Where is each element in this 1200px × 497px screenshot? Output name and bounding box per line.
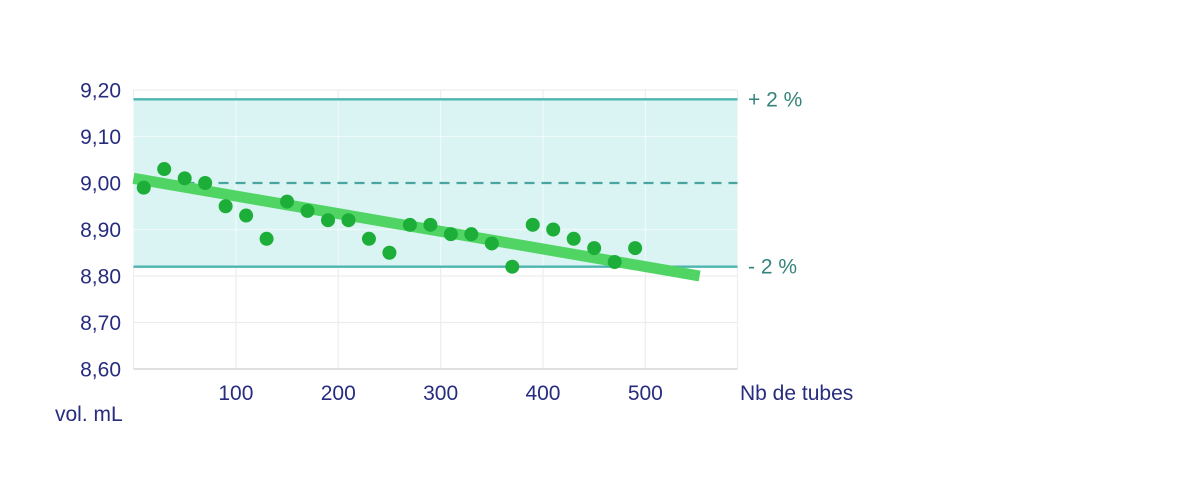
data-point: [443, 227, 458, 242]
band-low-label: - 2 %: [748, 256, 797, 279]
y-tick-label: 9,20: [80, 80, 121, 103]
y-tick-label: 8,80: [80, 266, 121, 289]
data-point: [259, 231, 274, 246]
data-point: [218, 199, 233, 214]
trend-line-layer: [132, 172, 701, 282]
y-tick-label: 9,10: [80, 126, 121, 149]
band-high-label: + 2 %: [748, 88, 802, 111]
y-tick-label: 9,00: [80, 173, 121, 196]
x-axis-title: Nb de tubes: [740, 382, 853, 405]
data-point: [300, 203, 315, 218]
data-point: [402, 217, 417, 232]
y-tick-label: 8,60: [80, 359, 121, 382]
tick-labels-layer: 100 200 300 400 500 9,20 9,10 9,00 8,90 8,80 8,70 8…: [80, 80, 663, 406]
y-tick-label: 8,70: [80, 312, 121, 335]
scatter-points-layer: [136, 162, 643, 274]
data-point: [484, 236, 499, 251]
data-point: [341, 213, 356, 228]
x-tick-label: 400: [525, 382, 560, 405]
data-point: [136, 180, 151, 195]
data-point: [157, 162, 172, 177]
data-point: [546, 222, 561, 237]
data-point: [280, 194, 295, 209]
y-tick-label: 8,90: [80, 219, 121, 242]
data-point: [525, 217, 540, 232]
data-point: [321, 213, 336, 228]
data-point: [505, 259, 520, 274]
x-tick-label: 300: [423, 382, 458, 405]
data-point: [198, 176, 213, 190]
data-point: [423, 217, 438, 232]
x-tick-label: 100: [218, 382, 253, 405]
y-axis-title: vol. mL: [55, 403, 123, 426]
x-tick-label: 200: [321, 382, 356, 405]
data-point: [607, 255, 622, 270]
data-point: [177, 171, 192, 186]
x-tick-label: 500: [628, 382, 663, 405]
data-point: [566, 231, 581, 246]
control-band-layer: [133, 99, 738, 267]
data-point: [239, 208, 254, 223]
data-point: [361, 231, 376, 246]
data-point: [628, 241, 643, 256]
trend-line: [132, 172, 701, 282]
data-point: [382, 245, 397, 260]
tolerance-band: [133, 99, 738, 267]
data-point: [464, 227, 479, 242]
data-point: [587, 241, 602, 256]
